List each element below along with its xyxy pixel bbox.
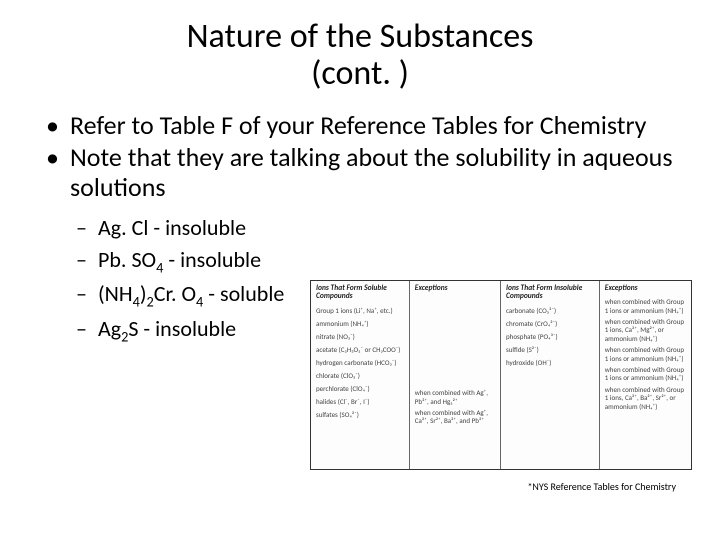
table-row: chromate (CrO₄²⁻) xyxy=(506,320,594,330)
sub-2-a: Pb. SO xyxy=(98,246,156,273)
title-line-1: Nature of the Substances xyxy=(187,16,534,57)
table-row: acetate (C₂H₃O₂⁻ or CH₃COO⁻) xyxy=(316,346,404,356)
sub-2: Pb. SO4 - insoluble xyxy=(98,244,690,278)
table-col-2: Exceptions when combined with Ag⁺, Pb²⁺,… xyxy=(410,281,501,469)
col3-header: Ions That Form Insoluble Compounds xyxy=(506,285,594,302)
solubility-table: Ions That Form Soluble Compounds Group 1… xyxy=(310,280,692,470)
table-caption: *NYS Reference Tables for Chemistry xyxy=(527,480,676,493)
table-row: Group 1 ions (Li⁺, Na⁺, etc.) xyxy=(316,307,404,317)
table-row: sulfates (SO₄²⁻) xyxy=(316,411,404,421)
bullet-1: Refer to Table F of your Reference Table… xyxy=(70,111,690,141)
table-row: when combined with Group 1 ions or ammon… xyxy=(605,346,686,363)
table-col-1: Ions That Form Soluble Compounds Group 1… xyxy=(311,281,410,469)
table-row xyxy=(415,337,495,347)
table-row: when combined with Group 1 ions or ammon… xyxy=(605,366,686,383)
col4-header: Exceptions xyxy=(605,285,686,293)
table-row: carbonate (CO₃²⁻) xyxy=(506,307,594,317)
sub-1-text: Ag. Cl - insoluble xyxy=(98,214,246,241)
table-row: nitrate (NO₃⁻) xyxy=(316,333,404,343)
table-row: when combined with Ag⁺, Ca²⁺, Sr²⁺, Ba²⁺… xyxy=(415,409,495,426)
col1-header: Ions That Form Soluble Compounds xyxy=(316,285,404,302)
table-row xyxy=(415,311,495,321)
sub-1: Ag. Cl - insoluble xyxy=(98,212,690,244)
table-row: chlorate (ClO₃⁻) xyxy=(316,372,404,382)
slide-title: Nature of the Substances (cont. ) xyxy=(30,18,690,93)
table-col-4: Exceptions when combined with Group 1 io… xyxy=(600,281,691,469)
table-row: perchlorate (ClO₄⁻) xyxy=(316,385,404,395)
table-row xyxy=(415,363,495,373)
sub-4-a: Ag xyxy=(98,315,121,342)
sub-4-c: S - insoluble xyxy=(128,315,236,342)
table-row: phosphate (PO₄³⁻) xyxy=(506,333,594,343)
table-row: when combined with Ag⁺, Pb²⁺, and Hg₂²⁺ xyxy=(415,389,495,406)
sub-3-e: Cr. O xyxy=(154,280,196,307)
sub-3-a: (NH xyxy=(98,280,133,307)
table-row: hydroxide (OH⁻) xyxy=(506,359,594,369)
sub-3-d: 2 xyxy=(147,293,154,311)
sub-3-c: ) xyxy=(140,280,147,307)
table-row xyxy=(415,324,495,334)
table-col-3: Ions That Form Insoluble Compounds carbo… xyxy=(501,281,600,469)
sub-2-c: - insoluble xyxy=(163,246,261,273)
bullet-2-text: Note that they are talking about the sol… xyxy=(70,141,673,203)
table-row: ammonium (NH₄⁺) xyxy=(316,320,404,330)
table-row xyxy=(415,350,495,360)
sub-3-g: - soluble xyxy=(203,280,284,307)
table-row xyxy=(415,376,495,386)
table-row: halides (Cl⁻, Br⁻, I⁻) xyxy=(316,398,404,408)
table-row: hydrogen carbonate (HCO₃⁻) xyxy=(316,359,404,369)
table-row: when combined with Group 1 ions, Ca²⁺, B… xyxy=(605,386,686,411)
col2-header: Exceptions xyxy=(415,285,495,293)
title-line-2: (cont. ) xyxy=(311,53,409,94)
slide: Nature of the Substances (cont. ) Refer … xyxy=(0,0,720,540)
table-row: when combined with Group 1 ions or ammon… xyxy=(605,298,686,315)
table-row: sulfide (S²⁻) xyxy=(506,346,594,356)
sub-3-b: 4 xyxy=(133,293,140,311)
table-row: when combined with Group 1 ions, Ca²⁺, M… xyxy=(605,318,686,343)
table-row xyxy=(415,298,495,308)
